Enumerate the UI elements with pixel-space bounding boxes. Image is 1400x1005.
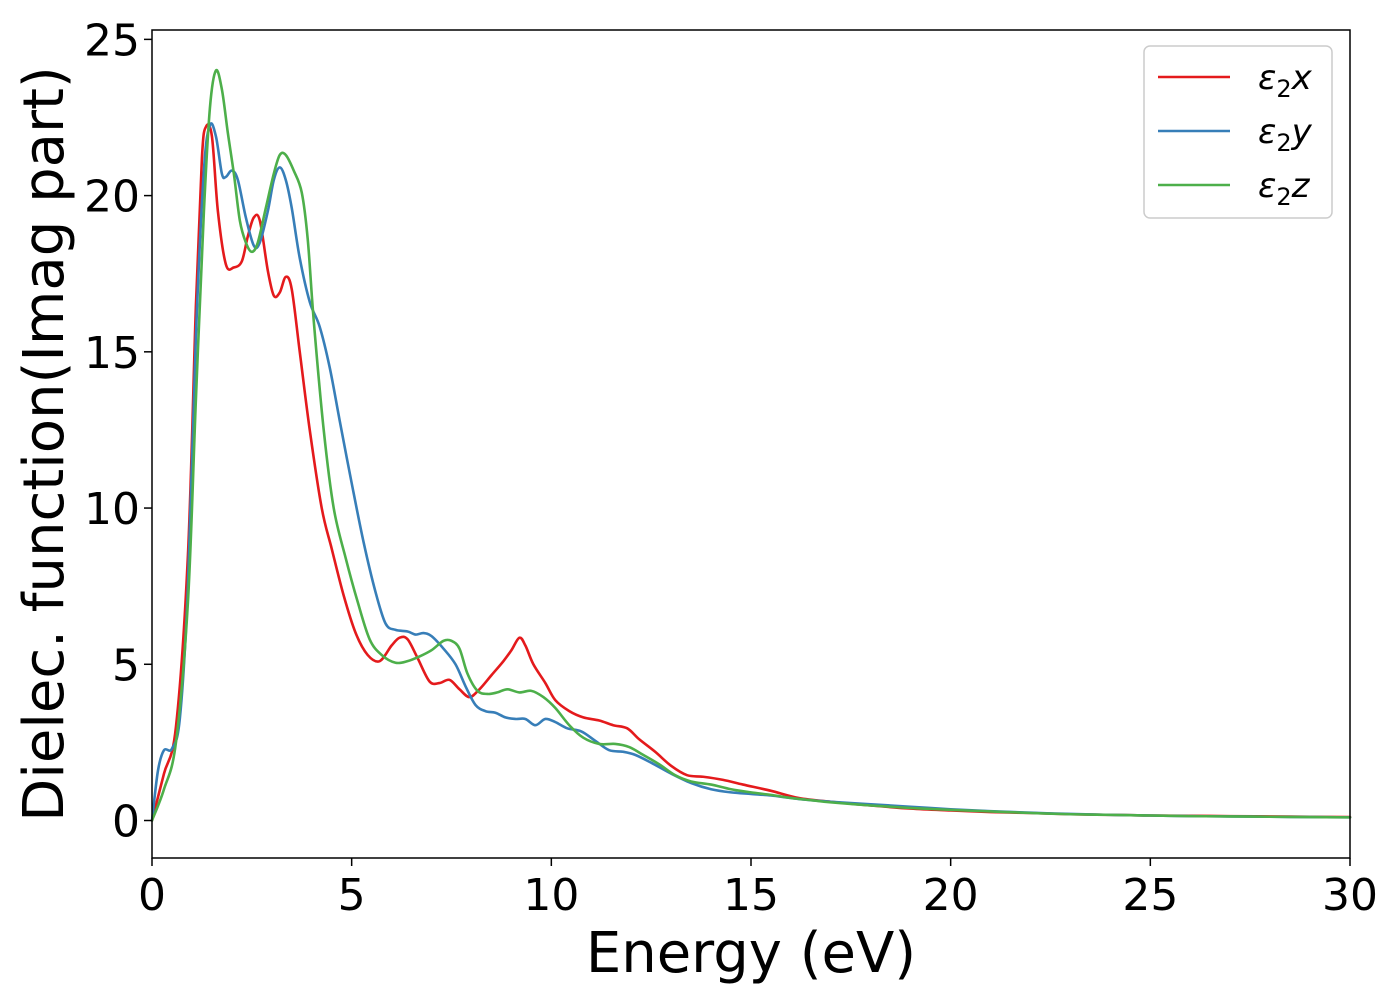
y-tick-label: 10 <box>84 484 140 535</box>
y-tick-label: 20 <box>84 172 140 223</box>
x-tick-label: 20 <box>923 870 979 921</box>
legend: ε2x ε2y ε2z <box>1143 45 1333 219</box>
y-tick-label: 5 <box>112 640 140 691</box>
x-tick-label: 0 <box>138 870 166 921</box>
series-line-z <box>150 68 1352 822</box>
series-line-y <box>150 122 1352 822</box>
y-tick-label: 25 <box>84 15 140 66</box>
legend-label-x: ε2x <box>1258 58 1313 103</box>
legend-label-y: ε2y <box>1258 112 1313 157</box>
y-axis-label: Dielec. function(Imag part) <box>12 66 77 822</box>
legend-label-z: ε2z <box>1258 166 1311 211</box>
y-tick-label: 15 <box>84 328 140 379</box>
x-tick-label: 30 <box>1322 870 1378 921</box>
y-axis: 0 5 10 15 20 25 <box>84 15 152 848</box>
legend-entries: ε2x ε2y ε2z <box>1158 58 1313 211</box>
x-tick-label: 25 <box>1122 870 1178 921</box>
series-layer <box>150 68 1352 822</box>
x-tick-label: 10 <box>523 870 579 921</box>
legend-box <box>1143 45 1333 219</box>
y-tick-label: 0 <box>112 797 140 848</box>
series-line-x <box>150 123 1352 822</box>
x-tick-label: 15 <box>723 870 779 921</box>
x-axis: 0 5 10 15 20 25 30 <box>138 858 1378 921</box>
x-tick-label: 5 <box>338 870 366 921</box>
x-axis-label: Energy (eV) <box>586 921 916 986</box>
